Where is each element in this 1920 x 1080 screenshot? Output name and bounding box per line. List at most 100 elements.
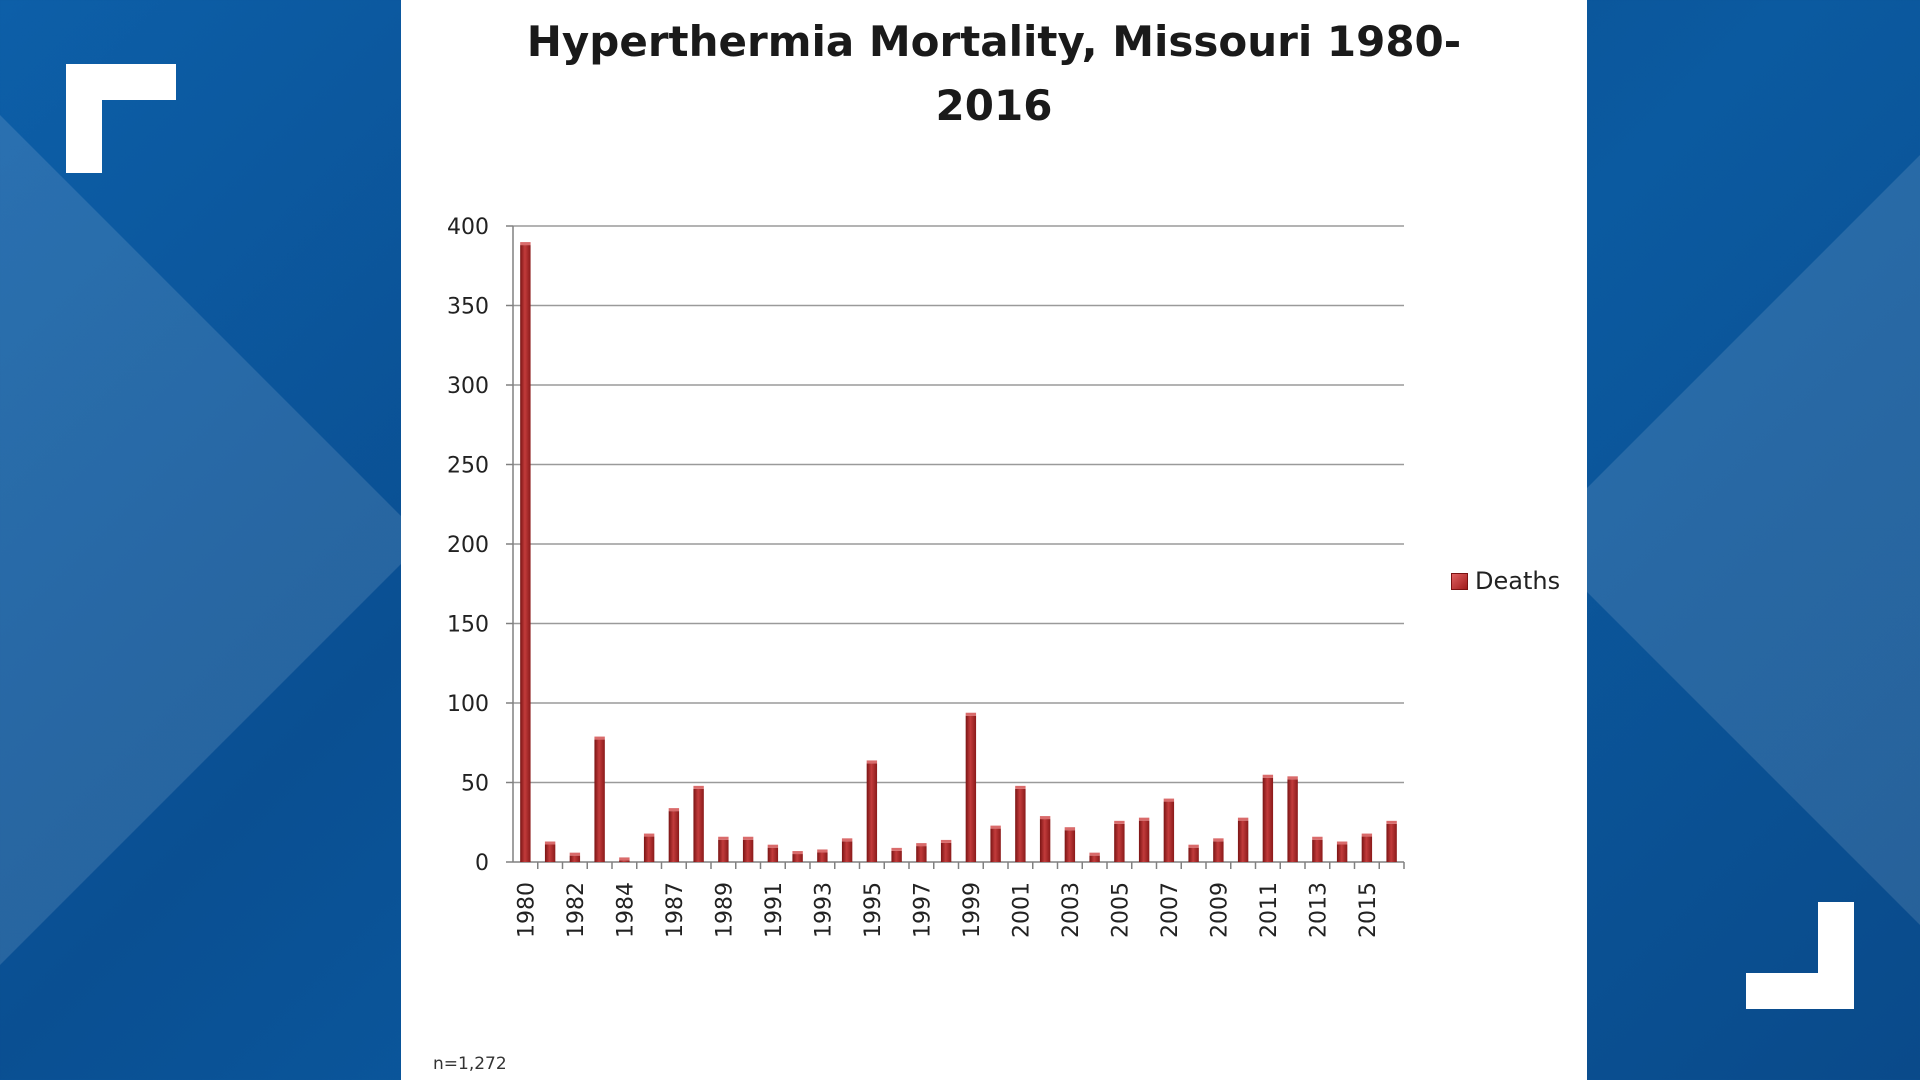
bar	[1287, 779, 1298, 862]
bar-cap	[817, 849, 828, 853]
bar-cap	[569, 852, 581, 856]
bar	[940, 842, 952, 862]
x-tick-label: 2001	[1009, 882, 1034, 938]
bar-cap	[1386, 820, 1397, 824]
bar	[891, 850, 902, 862]
bar-cap	[1039, 816, 1051, 820]
y-tick-label: 400	[447, 215, 489, 240]
bar-cap	[1114, 820, 1125, 824]
bar	[767, 847, 779, 862]
x-tick-label: 1993	[811, 882, 836, 938]
bar	[866, 763, 878, 862]
x-tick-label: 1982	[564, 882, 589, 938]
y-tick-label: 0	[475, 851, 489, 876]
legend: Deaths	[1451, 567, 1560, 595]
bar	[1163, 801, 1175, 862]
bar	[693, 788, 704, 862]
bar	[792, 854, 803, 862]
y-tick-label: 50	[461, 772, 489, 797]
x-tick-label: 2009	[1207, 882, 1232, 938]
y-tick-label: 300	[447, 374, 489, 399]
bar	[1213, 841, 1224, 862]
y-tick-label: 200	[447, 533, 489, 558]
bar	[594, 739, 605, 862]
bar-cap	[594, 736, 605, 740]
x-tick-label: 1980	[514, 882, 539, 938]
x-tick-label: 2005	[1108, 882, 1133, 938]
bar	[569, 855, 581, 862]
bar	[1336, 844, 1348, 862]
x-tick-label: 1995	[861, 882, 886, 938]
bar-cap	[544, 841, 556, 845]
x-tick-label: 2003	[1059, 882, 1084, 938]
y-tick-label: 100	[447, 692, 489, 717]
bar	[1039, 819, 1051, 862]
bar	[1114, 823, 1125, 862]
bar-cap	[1089, 852, 1100, 856]
bar-cap	[1287, 776, 1298, 780]
background-chevron-left	[0, 45, 425, 1035]
bar-cap	[1163, 798, 1175, 802]
bar-cap	[891, 847, 902, 851]
sample-size-note: n=1,272	[433, 1054, 507, 1074]
bar	[520, 245, 531, 862]
bar-cap	[742, 836, 754, 840]
x-tick-label: 1984	[613, 882, 638, 938]
bar-cap	[1361, 833, 1373, 837]
bar	[1262, 777, 1274, 862]
bar	[668, 811, 680, 862]
bar-cap	[940, 839, 952, 843]
bar	[1361, 836, 1373, 862]
bar	[619, 860, 630, 862]
bar-cap	[1262, 774, 1274, 778]
x-tick-label: 1991	[762, 882, 787, 938]
bar-cap	[520, 242, 531, 246]
bar-chart: 0 50 100 150 200 250 300 350 400 1980 1982 1984 1987…	[447, 215, 1405, 938]
background-chevron-right	[1535, 45, 1920, 1035]
bar-cap	[767, 844, 779, 848]
bar	[1089, 855, 1100, 862]
bar-cap	[718, 836, 729, 840]
bar	[718, 839, 729, 862]
bar-cap	[990, 825, 1001, 829]
x-tick-label: 1999	[960, 882, 985, 938]
bar	[544, 844, 556, 862]
chart-title-line1: Hyperthermia Mortality, Missouri 1980-	[526, 17, 1462, 66]
bar	[841, 841, 853, 862]
bar-cap	[643, 833, 655, 837]
bar	[1237, 820, 1249, 862]
bar	[1138, 820, 1150, 862]
x-tick-label: 1989	[712, 882, 737, 938]
bar-cap	[916, 843, 927, 847]
bar-cap	[1336, 841, 1348, 845]
bar	[916, 846, 927, 862]
bar	[1312, 839, 1323, 862]
bar-cap	[693, 785, 704, 789]
bar	[1188, 847, 1199, 862]
bar-cap	[841, 838, 853, 842]
legend-label-deaths: Deaths	[1475, 567, 1561, 595]
x-tick-label: 2013	[1306, 882, 1331, 938]
bar	[742, 839, 754, 862]
bar	[817, 852, 828, 862]
bar-cap	[866, 760, 878, 764]
bar-cap	[619, 857, 630, 861]
bar	[990, 828, 1001, 862]
bar-cap	[668, 808, 680, 812]
bar-cap	[1237, 817, 1249, 821]
bar-cap	[1138, 817, 1150, 821]
bar-cap	[1064, 827, 1076, 831]
y-tick-label: 350	[447, 295, 489, 320]
bar	[1015, 788, 1026, 862]
chart-panel: Hyperthermia Mortality, Missouri 1980- 2…	[401, 0, 1587, 1080]
bar	[965, 715, 977, 862]
x-tick-label: 2015	[1356, 882, 1381, 938]
bar-cap	[1213, 838, 1224, 842]
bar-cap	[1312, 836, 1323, 840]
x-tick-label: 1987	[663, 882, 688, 938]
x-tick-label: 2011	[1257, 882, 1282, 938]
chart-title-line2: 2016	[935, 81, 1053, 130]
bar	[643, 836, 655, 862]
bar-cap	[792, 851, 803, 855]
bar-cap	[1015, 785, 1026, 789]
